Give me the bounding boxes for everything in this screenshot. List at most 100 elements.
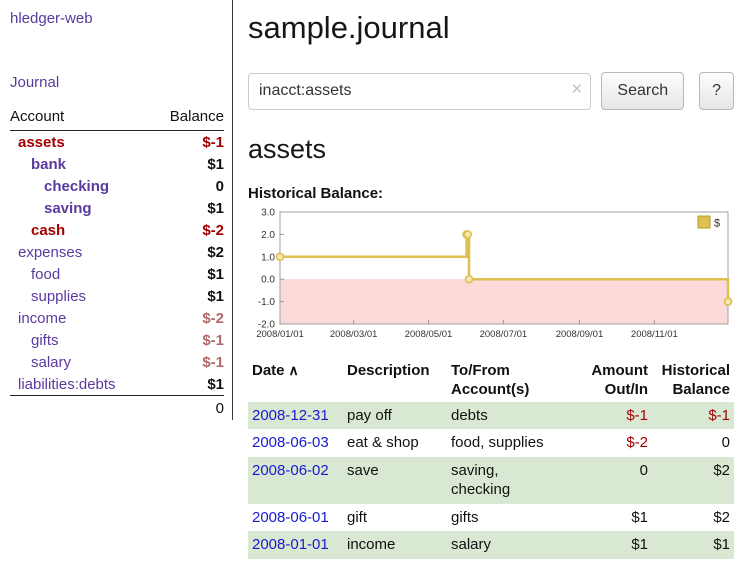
data-point-marker bbox=[463, 230, 473, 239]
register-header-description: Description bbox=[347, 362, 430, 379]
account-balance: $1 bbox=[207, 266, 224, 283]
x-tick-label: 2008/03/01 bbox=[330, 329, 378, 340]
account-link[interactable]: liabilities:debts bbox=[18, 376, 116, 393]
cell-date: 2008-06-01 bbox=[248, 504, 343, 532]
account-cell: food bbox=[10, 263, 151, 285]
cell-balance: $-1 bbox=[708, 406, 730, 424]
account-balance: $-1 bbox=[202, 354, 224, 371]
cell-amount: 0 bbox=[639, 461, 648, 479]
sidebar-divider bbox=[232, 0, 233, 420]
search-input[interactable] bbox=[248, 72, 592, 110]
account-cell: income bbox=[10, 307, 151, 329]
register-row: 2008-06-03 eat & shop food, supplies $-2 0 bbox=[248, 429, 734, 457]
cell-description: gift bbox=[347, 508, 368, 526]
cell-amount: $-1 bbox=[626, 406, 648, 424]
y-tick-label: 1.0 bbox=[261, 252, 275, 263]
account-cell: gifts bbox=[10, 329, 151, 351]
account-link[interactable]: saving bbox=[44, 200, 92, 217]
transaction-date-link[interactable]: 2008-12-31 bbox=[252, 406, 329, 424]
account-link[interactable]: food bbox=[31, 266, 61, 283]
y-tick-label: -2.0 bbox=[258, 320, 276, 331]
account-link[interactable]: gifts bbox=[31, 332, 59, 349]
account-link[interactable]: checking bbox=[44, 178, 110, 195]
account-cell: bank bbox=[10, 153, 151, 175]
account-balance: 0 bbox=[215, 178, 224, 195]
cell-balance: 0 bbox=[721, 434, 730, 451]
account-cell: assets bbox=[10, 131, 151, 154]
account-link[interactable]: bank bbox=[31, 156, 67, 173]
legend-label: $ bbox=[714, 218, 720, 230]
account-balance: $1 bbox=[207, 156, 224, 173]
account-link[interactable]: assets bbox=[18, 134, 65, 151]
transaction-date-link[interactable]: 2008-01-01 bbox=[252, 536, 329, 553]
register-row: 2008-01-01 income salary $1 $1 bbox=[248, 531, 734, 559]
x-tick-label: 2008/07/01 bbox=[480, 329, 528, 340]
page-title: sample.journal bbox=[248, 10, 450, 45]
account-link[interactable]: expenses bbox=[18, 244, 83, 261]
data-point-marker bbox=[723, 297, 733, 306]
x-tick-label: 2008/01/01 bbox=[256, 329, 304, 340]
accounts-header-balance: Balance bbox=[151, 108, 224, 131]
account-balance: $2 bbox=[207, 244, 224, 261]
accounts-table: Account Balance assets $-1 bank $1 checking 0… bbox=[10, 108, 224, 419]
cell-balance: $2 bbox=[713, 508, 730, 526]
x-tick-label: 2008/05/01 bbox=[405, 329, 453, 340]
account-row: income $-2 bbox=[10, 307, 224, 329]
cell-description: save bbox=[347, 461, 379, 479]
cell-description: eat & shop bbox=[347, 434, 419, 451]
main-content: sample.journal × Search ? assets Histori… bbox=[248, 0, 734, 559]
clear-search-icon[interactable]: × bbox=[571, 78, 583, 100]
y-tick-label: 3.0 bbox=[261, 208, 275, 219]
register-row: 2008-06-02 save saving, checking 0 $2 bbox=[248, 456, 734, 504]
y-tick-label: -1.0 bbox=[258, 297, 276, 308]
account-balance: $1 bbox=[207, 200, 224, 217]
register-header-date[interactable]: Date ∧ bbox=[248, 360, 343, 402]
account-cell: expenses bbox=[10, 241, 151, 263]
accounts-header-account: Account bbox=[10, 108, 152, 131]
cell-amount: $1 bbox=[631, 508, 648, 526]
search-input-wrap: × bbox=[248, 72, 592, 110]
account-cell: liabilities:debts bbox=[10, 373, 151, 396]
account-link[interactable]: supplies bbox=[31, 288, 87, 305]
cell-accounts: gifts bbox=[451, 508, 479, 526]
transaction-date-link[interactable]: 2008-06-01 bbox=[252, 508, 329, 526]
cell-date: 2008-12-31 bbox=[248, 402, 343, 430]
search-button[interactable]: Search bbox=[601, 72, 685, 110]
y-tick-label: 2.0 bbox=[261, 230, 275, 241]
app-title-link[interactable]: hledger-web bbox=[10, 10, 93, 27]
cell-amount: $-2 bbox=[626, 434, 648, 451]
account-cell: checking bbox=[10, 175, 151, 197]
account-link[interactable]: income bbox=[18, 310, 67, 327]
cell-accounts: debts bbox=[451, 406, 488, 424]
transaction-date-link[interactable]: 2008-06-02 bbox=[252, 461, 329, 479]
cell-description: pay off bbox=[347, 406, 392, 424]
account-row: cash $-2 bbox=[10, 219, 224, 241]
account-row: expenses $2 bbox=[10, 241, 224, 263]
register-header-amount: Amount Out/In bbox=[591, 362, 648, 398]
account-row: salary $-1 bbox=[10, 351, 224, 373]
cell-date: 2008-01-01 bbox=[248, 531, 343, 559]
account-row: supplies $1 bbox=[10, 285, 224, 307]
transaction-date-link[interactable]: 2008-06-03 bbox=[252, 434, 329, 451]
register-table: Date ∧ Description To/From Account(s) Amo… bbox=[248, 360, 734, 559]
account-balance: $1 bbox=[207, 288, 224, 305]
chart-title: Historical Balance: bbox=[248, 185, 384, 202]
sort-asc-icon: ∧ bbox=[288, 362, 299, 378]
sidebar-item-journal[interactable]: Journal bbox=[10, 74, 60, 91]
account-balance: $1 bbox=[207, 376, 224, 393]
account-link[interactable]: cash bbox=[31, 222, 66, 239]
x-tick-label: 2008/11/01 bbox=[631, 329, 678, 340]
account-cell: supplies bbox=[10, 285, 151, 307]
cell-balance: $2 bbox=[713, 461, 730, 479]
register-row: 2008-06-01 gift gifts $1 $2 bbox=[248, 504, 734, 532]
accounts-total-value: 0 bbox=[151, 395, 224, 419]
account-balance: $-1 bbox=[202, 134, 224, 151]
account-link[interactable]: salary bbox=[31, 354, 72, 371]
account-row: checking 0 bbox=[10, 175, 224, 197]
register-header-balance: Historical Balance bbox=[661, 362, 730, 398]
cell-amount: $1 bbox=[631, 536, 648, 553]
account-row: saving $1 bbox=[10, 197, 224, 219]
help-button[interactable]: ? bbox=[699, 72, 734, 110]
account-heading: assets bbox=[248, 134, 327, 164]
account-balance: $-2 bbox=[202, 222, 224, 239]
